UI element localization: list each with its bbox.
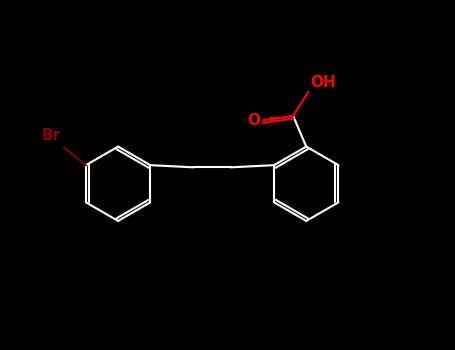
Text: =: = <box>268 113 279 127</box>
Text: Br: Br <box>41 128 61 143</box>
Text: O: O <box>248 113 260 128</box>
Text: OH: OH <box>311 75 336 90</box>
